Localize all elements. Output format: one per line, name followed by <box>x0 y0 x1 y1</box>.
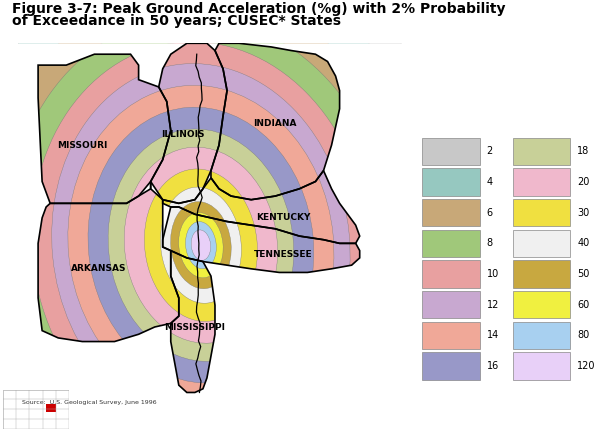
Bar <box>422 199 479 226</box>
Text: MISSISSIPPI: MISSISSIPPI <box>164 323 226 332</box>
Text: TENNESSEE: TENNESSEE <box>254 250 313 259</box>
Ellipse shape <box>179 213 223 278</box>
Ellipse shape <box>0 0 475 433</box>
Text: Source:  U.S. Geological Survey, June 1996: Source: U.S. Geological Survey, June 199… <box>22 400 157 405</box>
Text: INDIANA: INDIANA <box>254 119 297 128</box>
Text: 30: 30 <box>577 208 589 218</box>
Text: 14: 14 <box>487 330 499 340</box>
Text: of Exceedance in 50 years; CUSEC* States: of Exceedance in 50 years; CUSEC* States <box>12 14 341 28</box>
Ellipse shape <box>160 187 241 303</box>
Bar <box>422 168 479 196</box>
Ellipse shape <box>32 42 370 433</box>
PathPatch shape <box>18 43 420 407</box>
Text: 50: 50 <box>577 269 589 279</box>
Text: 2: 2 <box>487 146 493 156</box>
Ellipse shape <box>0 0 422 433</box>
Ellipse shape <box>7 16 394 433</box>
Text: 120: 120 <box>577 361 596 371</box>
Ellipse shape <box>108 129 293 362</box>
Ellipse shape <box>88 107 314 383</box>
Bar <box>422 322 479 349</box>
Ellipse shape <box>145 169 257 321</box>
Ellipse shape <box>124 147 278 343</box>
Bar <box>512 352 570 380</box>
Bar <box>422 352 479 380</box>
Text: MISSOURI: MISSOURI <box>57 141 107 150</box>
Bar <box>512 291 570 318</box>
Text: 12: 12 <box>487 300 499 310</box>
Bar <box>46 404 56 412</box>
Text: 4: 4 <box>487 177 493 187</box>
Bar <box>422 138 479 165</box>
Bar <box>512 168 570 196</box>
Text: Figure 3-7: Peak Ground Acceleration (%g) with 2% Probability: Figure 3-7: Peak Ground Acceleration (%g… <box>12 2 505 16</box>
Text: 10: 10 <box>487 269 499 279</box>
Text: 18: 18 <box>577 146 589 156</box>
Ellipse shape <box>0 0 451 433</box>
Text: ARKANSAS: ARKANSAS <box>71 264 126 273</box>
Text: 60: 60 <box>577 300 589 310</box>
Bar <box>512 229 570 257</box>
Bar <box>512 260 570 288</box>
Text: 80: 80 <box>577 330 589 340</box>
Text: 8: 8 <box>487 238 493 248</box>
Ellipse shape <box>185 222 216 269</box>
Bar <box>512 199 570 226</box>
Ellipse shape <box>52 64 350 427</box>
Bar <box>512 138 570 165</box>
Text: 6: 6 <box>487 208 493 218</box>
Text: 20: 20 <box>577 177 589 187</box>
Bar <box>422 260 479 288</box>
Bar <box>512 322 570 349</box>
Ellipse shape <box>170 202 231 289</box>
Text: 40: 40 <box>577 238 589 248</box>
Ellipse shape <box>191 230 211 260</box>
Bar <box>422 229 479 257</box>
Text: KENTUCKY: KENTUCKY <box>256 213 311 223</box>
Text: 16: 16 <box>487 361 499 371</box>
Ellipse shape <box>68 85 334 405</box>
Text: ILLINOIS: ILLINOIS <box>161 130 205 139</box>
Bar <box>422 291 479 318</box>
